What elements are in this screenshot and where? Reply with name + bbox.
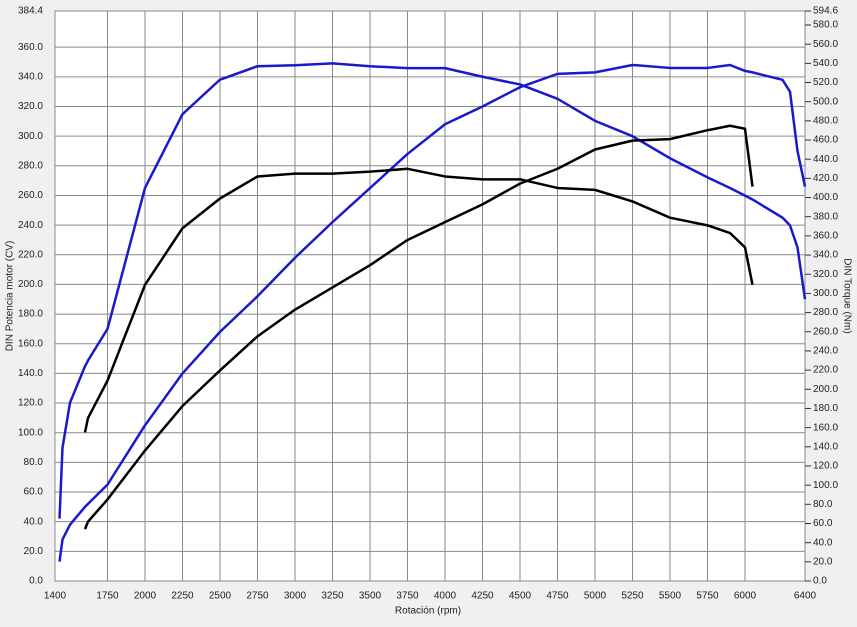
y-tick-label: 160.0 xyxy=(18,338,43,349)
y2-tick-label: 480.0 xyxy=(813,115,838,126)
y2-tick-label: 240.0 xyxy=(813,346,838,357)
y2-tick-label: 0.0 xyxy=(813,576,827,587)
y2-tick-label: 160.0 xyxy=(813,422,838,433)
y2-tick-label: 300.0 xyxy=(813,288,838,299)
y2-tick-label: 180.0 xyxy=(813,403,838,414)
series-line xyxy=(83,124,754,530)
x-tick-label: 6400 xyxy=(794,591,817,602)
y2-tick-label: 540.0 xyxy=(813,58,838,69)
y2-tick-label: 340.0 xyxy=(813,250,838,261)
y2-tick-label: 220.0 xyxy=(813,365,838,376)
y2-tick-label: 400.0 xyxy=(813,192,838,203)
y-tick-label: 180.0 xyxy=(18,309,43,320)
x-tick-label: 3000 xyxy=(284,591,307,602)
plot-area xyxy=(54,10,806,582)
y-tick-label: 280.0 xyxy=(18,160,43,171)
y2-tick-label: 260.0 xyxy=(813,326,838,337)
y-tick-label: 40.0 xyxy=(24,516,44,527)
x-tick-label: 2750 xyxy=(246,591,269,602)
y2-tick-label: 360.0 xyxy=(813,231,838,242)
y2-tick-label: 580.0 xyxy=(813,20,838,31)
x-tick-label: 2250 xyxy=(171,591,194,602)
y2-tick-label: 60.0 xyxy=(813,518,833,529)
series-line xyxy=(58,62,807,519)
y2-tick-label: 40.0 xyxy=(813,537,833,548)
x-tick-label: 4250 xyxy=(471,591,494,602)
x-tick-label: 4500 xyxy=(509,591,532,602)
x-tick-label: 1400 xyxy=(44,591,67,602)
y2-tick-label: 380.0 xyxy=(813,211,838,222)
y-axis-label: DIN Potencia motor (CV) xyxy=(5,241,16,352)
y-tick-label: 340.0 xyxy=(18,71,43,82)
y2-tick-label: 460.0 xyxy=(813,135,838,146)
y2-tick-label: 520.0 xyxy=(813,77,838,88)
x-tick-label: 4000 xyxy=(434,591,457,602)
y2-tick-label: 420.0 xyxy=(813,173,838,184)
y-tick-label: 80.0 xyxy=(24,457,44,468)
x-tick-label: 3750 xyxy=(396,591,419,602)
y-tick-label: 384.4 xyxy=(18,6,43,17)
y-tick-label: 120.0 xyxy=(18,398,43,409)
x-tick-label: 2000 xyxy=(134,591,157,602)
y2-tick-label: 20.0 xyxy=(813,556,833,567)
y2-axis-label: DIN Torque (Nm) xyxy=(841,258,852,333)
x-tick-label: 1750 xyxy=(96,591,119,602)
series-line xyxy=(83,167,754,433)
y-tick-label: 300.0 xyxy=(18,131,43,142)
y-tick-label: 0.0 xyxy=(29,576,43,587)
y2-tick-label: 560.0 xyxy=(813,39,838,50)
x-tick-label: 5500 xyxy=(659,591,682,602)
y2-tick-label: 500.0 xyxy=(813,96,838,107)
series-line xyxy=(58,63,807,562)
y2-tick-label: 120.0 xyxy=(813,461,838,472)
x-tick-label: 5250 xyxy=(621,591,644,602)
y2-tick-label: 100.0 xyxy=(813,480,838,491)
x-tick-label: 6000 xyxy=(734,591,757,602)
y2-tick-label: 80.0 xyxy=(813,499,833,510)
y-tick-label: 360.0 xyxy=(18,42,43,53)
y-tick-label: 220.0 xyxy=(18,249,43,260)
x-tick-label: 3500 xyxy=(359,591,382,602)
x-axis-label: Rotación (rpm) xyxy=(395,606,461,617)
y2-tick-label: 280.0 xyxy=(813,307,838,318)
x-tick-label: 5000 xyxy=(584,591,607,602)
y2-tick-label: 440.0 xyxy=(813,154,838,165)
x-tick-label: 2500 xyxy=(209,591,232,602)
y-tick-label: 320.0 xyxy=(18,101,43,112)
y-tick-label: 240.0 xyxy=(18,220,43,231)
y-tick-label: 260.0 xyxy=(18,190,43,201)
y2-tick-label: 320.0 xyxy=(813,269,838,280)
x-tick-label: 5750 xyxy=(696,591,719,602)
y-tick-label: 20.0 xyxy=(24,546,44,557)
y-tick-label: 140.0 xyxy=(18,368,43,379)
x-tick-label: 3250 xyxy=(321,591,344,602)
y-tick-label: 100.0 xyxy=(18,427,43,438)
y2-tick-label: 200.0 xyxy=(813,384,838,395)
y2-tick-label: 140.0 xyxy=(813,441,838,452)
y-tick-label: 60.0 xyxy=(24,487,44,498)
y2-tick-label: 594.6 xyxy=(813,6,838,17)
x-tick-label: 4750 xyxy=(546,591,569,602)
y-tick-label: 200.0 xyxy=(18,279,43,290)
